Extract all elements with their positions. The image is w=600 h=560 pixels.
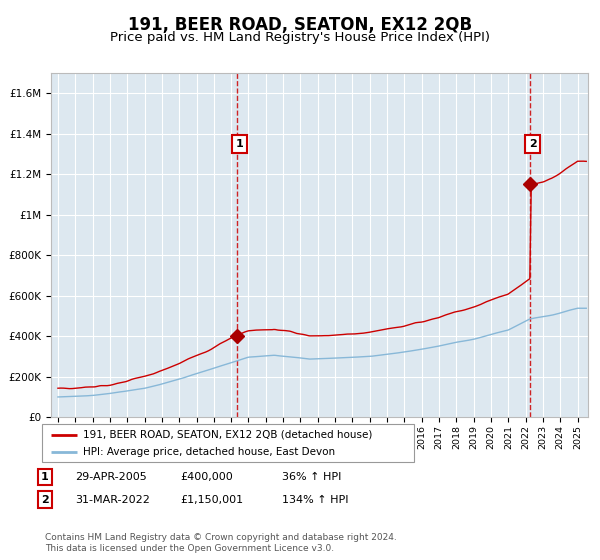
Text: 1: 1 [41,472,49,482]
Text: Price paid vs. HM Land Registry's House Price Index (HPI): Price paid vs. HM Land Registry's House … [110,31,490,44]
Text: 1: 1 [236,139,244,149]
Text: 36% ↑ HPI: 36% ↑ HPI [282,472,341,482]
Text: 134% ↑ HPI: 134% ↑ HPI [282,494,349,505]
Text: 191, BEER ROAD, SEATON, EX12 2QB: 191, BEER ROAD, SEATON, EX12 2QB [128,16,472,34]
Text: 191, BEER ROAD, SEATON, EX12 2QB (detached house): 191, BEER ROAD, SEATON, EX12 2QB (detach… [83,430,372,440]
Text: £1,150,001: £1,150,001 [180,494,243,505]
Text: 2: 2 [529,139,536,149]
Text: 31-MAR-2022: 31-MAR-2022 [75,494,150,505]
Text: 29-APR-2005: 29-APR-2005 [75,472,147,482]
Text: HPI: Average price, detached house, East Devon: HPI: Average price, detached house, East… [83,447,335,458]
Text: 2: 2 [41,494,49,505]
Text: Contains HM Land Registry data © Crown copyright and database right 2024.
This d: Contains HM Land Registry data © Crown c… [45,533,397,553]
Text: £400,000: £400,000 [180,472,233,482]
FancyBboxPatch shape [42,424,414,462]
